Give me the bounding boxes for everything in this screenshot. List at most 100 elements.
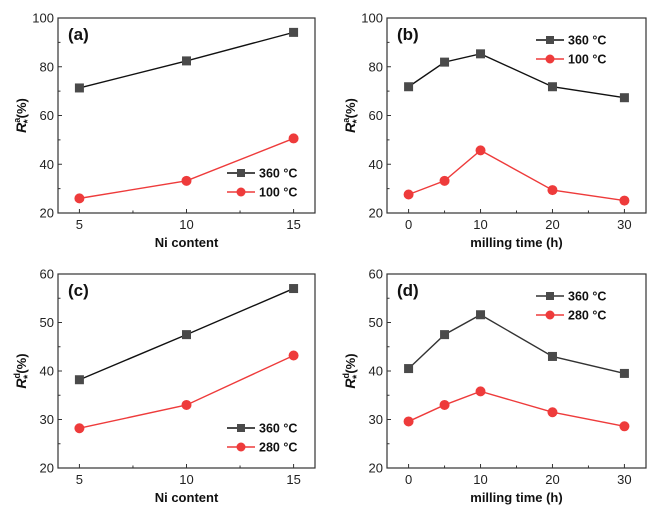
data-point-square xyxy=(404,82,414,92)
y-tick-label: 30 xyxy=(369,412,383,427)
data-point-circle xyxy=(403,189,414,200)
y-axis-title-sub: * xyxy=(22,374,34,379)
legend: 360 °C 100 °C xyxy=(536,34,606,67)
x-tick-label: 20 xyxy=(545,472,559,487)
y-axis-title-unit: (%) xyxy=(343,353,358,373)
y-axis-title-sup: a xyxy=(12,117,22,123)
y-axis-title-base: R xyxy=(13,122,29,133)
data-point-square xyxy=(619,368,629,378)
data-point-circle xyxy=(74,193,85,204)
y-axis-title-sub: * xyxy=(22,119,34,124)
data-point-square xyxy=(289,284,299,294)
x-tick-label: 20 xyxy=(545,217,559,232)
data-point-square xyxy=(182,56,191,66)
panel-label: (a) xyxy=(68,25,89,44)
data-point-circle xyxy=(475,145,486,156)
y-tick-label: 20 xyxy=(40,206,54,221)
legend-label: 100 °C xyxy=(259,186,297,200)
data-point-circle xyxy=(475,386,486,397)
y-tick-label: 60 xyxy=(369,267,383,282)
y-axis-title-unit: (%) xyxy=(14,353,29,373)
y-axis-title: Ra*(%) xyxy=(341,98,363,133)
x-tick-label: 15 xyxy=(286,217,300,232)
data-point-square xyxy=(547,351,557,361)
data-point-square xyxy=(619,93,629,103)
y-tick-label: 60 xyxy=(40,108,54,123)
legend-item: 360 °C xyxy=(536,290,606,304)
legend-marker-square xyxy=(237,169,245,177)
data-point-square xyxy=(547,82,557,92)
x-tick-label: 30 xyxy=(617,472,631,487)
y-tick-label: 30 xyxy=(40,412,54,427)
data-point-square xyxy=(289,27,299,37)
series-line xyxy=(408,313,625,375)
series-100C xyxy=(403,145,630,206)
x-axis-title: Ni content xyxy=(155,490,219,505)
data-point-circle xyxy=(547,185,558,196)
legend-label: 360 °C xyxy=(568,290,606,304)
legend-marker-circle xyxy=(545,310,555,320)
data-point-circle xyxy=(403,416,414,427)
y-tick-label: 40 xyxy=(369,364,383,379)
legend-item: 360 °C xyxy=(536,34,606,48)
y-axis-title: Ra*(%) xyxy=(12,98,34,133)
legend-label: 360 °C xyxy=(259,167,297,181)
legend-label: 360 °C xyxy=(259,422,297,436)
panel-c: 20 30 40 50 60 5 10 15 Ni content Rd*(%) (c) 360 °C… xyxy=(12,267,316,505)
series-line xyxy=(408,149,625,202)
y-tick-label: 50 xyxy=(40,315,54,330)
legend-label: 100 °C xyxy=(568,53,606,67)
y-axis-title-sub: * xyxy=(351,374,363,379)
y-tick-label: 40 xyxy=(369,157,383,172)
legend-marker-square xyxy=(546,292,554,300)
data-point-square xyxy=(476,310,486,320)
legend-item: 100 °C xyxy=(227,186,297,200)
x-tick-label: 5 xyxy=(76,217,83,232)
y-axis-title: Rd*(%) xyxy=(341,353,363,388)
legend-item: 280 °C xyxy=(227,441,297,455)
series-100C xyxy=(74,133,299,204)
data-point-square xyxy=(74,375,84,385)
data-point-circle xyxy=(288,133,299,144)
data-point-circle xyxy=(181,399,192,410)
x-tick-label: 0 xyxy=(405,217,412,232)
panel-label: (b) xyxy=(397,25,419,44)
y-axis-title-unit: (%) xyxy=(14,98,29,118)
panel-a: 20 40 60 80 100 5 10 15 Ni content Ra*(%) (a) 360 °… xyxy=(12,11,316,250)
y-tick-label: 50 xyxy=(369,315,383,330)
x-axis-title: milling time (h) xyxy=(470,235,562,250)
y-tick-label: 60 xyxy=(40,267,54,282)
series-line xyxy=(408,390,625,427)
x-axis-title: milling time (h) xyxy=(470,490,562,505)
y-tick-label: 100 xyxy=(361,11,383,26)
data-point-circle xyxy=(74,423,85,434)
plot-frame xyxy=(386,17,647,214)
y-tick-label: 80 xyxy=(40,59,54,74)
y-axis-title-sup: a xyxy=(341,117,351,123)
y-axis-title-sup: d xyxy=(12,373,22,379)
y-tick-label: 80 xyxy=(369,59,383,74)
x-tick-label: 5 xyxy=(76,472,83,487)
legend-item: 360 °C xyxy=(227,422,297,436)
data-point-circle xyxy=(439,175,450,186)
y-axis-title-base: R xyxy=(13,378,29,389)
data-point-square xyxy=(74,83,84,93)
plot-frame xyxy=(386,273,647,469)
data-point-square xyxy=(182,330,191,340)
panel-label: (d) xyxy=(397,281,419,300)
panel-b: 20 40 60 80 100 0 10 20 30 milling time (h) Ra*(%)… xyxy=(341,11,647,250)
y-axis-title-base: R xyxy=(342,122,358,133)
y-tick-label: 40 xyxy=(40,157,54,172)
x-tick-label: 0 xyxy=(405,472,412,487)
panel-label: (c) xyxy=(68,281,89,300)
legend: 360 °C 100 °C xyxy=(227,167,297,200)
legend-label: 280 °C xyxy=(259,441,297,455)
x-tick-label: 10 xyxy=(179,217,193,232)
y-axis-title-sub: * xyxy=(351,119,363,124)
x-tick-label: 10 xyxy=(179,472,193,487)
data-point-square xyxy=(476,49,486,59)
series-360C xyxy=(74,27,299,93)
data-point-circle xyxy=(619,195,630,206)
y-tick-label: 60 xyxy=(369,108,383,123)
